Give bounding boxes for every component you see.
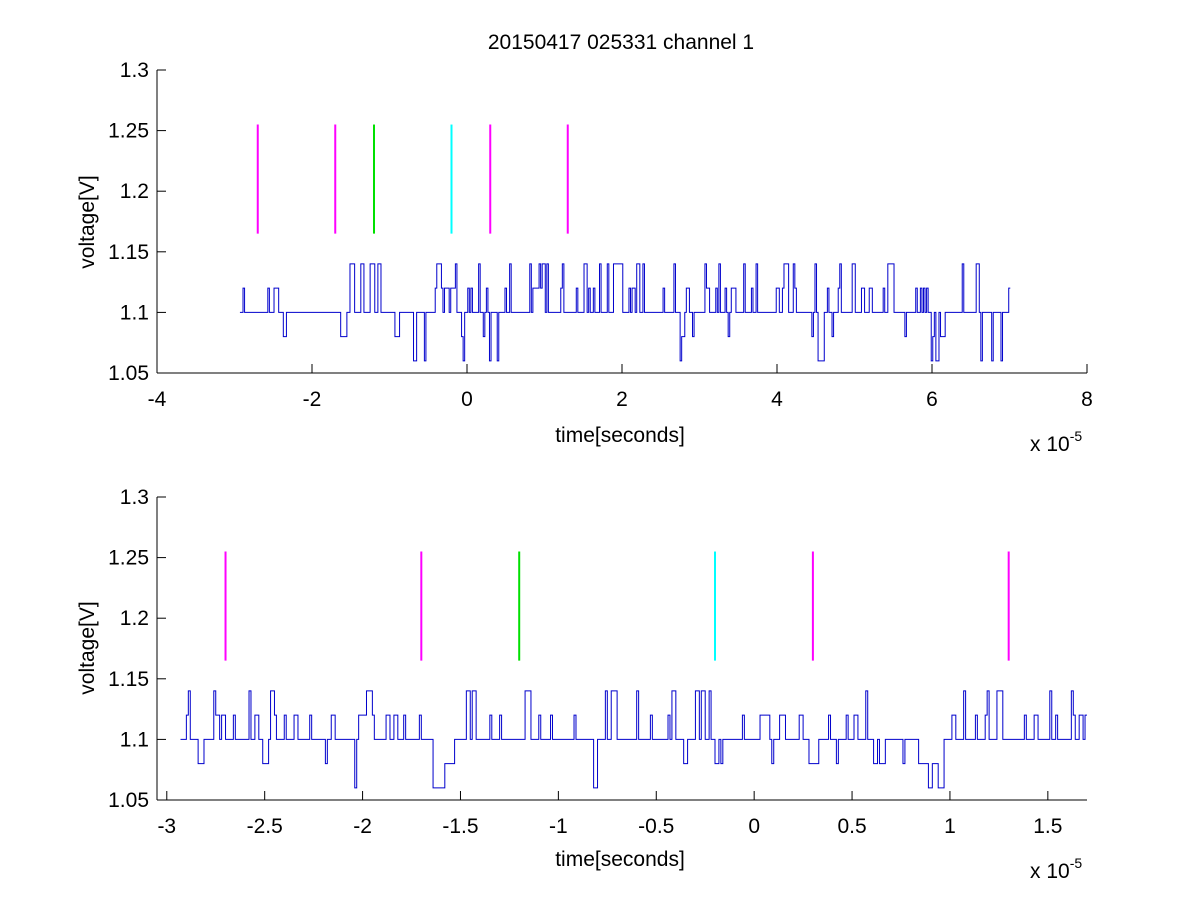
bottom-x-tick-label: -1 (549, 815, 568, 838)
bottom-y-tick-label: 1.15 (108, 668, 149, 691)
bottom-x-tick-label: 1 (944, 815, 956, 838)
top-xlabel: time[seconds] (555, 424, 685, 447)
bottom-axes-layer: -3 -2.5 -2 -1.5 -1 -0.5 0 0.5 1 1.5 1.05 1.1 1.15 1.2… (108, 486, 1087, 838)
top-y-tick-label: 1.1 (120, 301, 149, 324)
top-x-tick-label: 6 (926, 388, 938, 411)
top-ylabel: voltage[V] (76, 175, 99, 268)
bottom-x-exponent-base: x 10 (1030, 860, 1070, 883)
top-axes-layer: -4 -2 0 2 4 6 8 1.05 1.1 1.15 1.2 1.25 1.3 (108, 59, 1093, 411)
bottom-signal-layer (180, 690, 1087, 789)
top-x-exponent: x 10-5 (1030, 428, 1082, 456)
bottom-x-tick-label: -2.5 (247, 815, 283, 838)
top-y-tick-label: 1.2 (120, 180, 149, 203)
top-x-exponent-power: -5 (1070, 428, 1083, 444)
bottom-x-tick-label: 0.5 (837, 815, 866, 838)
top-x-tick-label: -2 (303, 388, 322, 411)
bottom-x-exponent-power: -5 (1070, 855, 1083, 871)
bottom-y-tick-label: 1.25 (108, 547, 149, 570)
bottom-x-tick-label: 1.5 (1033, 815, 1062, 838)
top-signal-trace (239, 263, 1011, 362)
bottom-x-tick-label: 0 (748, 815, 760, 838)
top-x-tick-label: -4 (148, 388, 167, 411)
top-marker-layer (256, 124, 569, 234)
bottom-y-tick-label: 1.3 (120, 486, 149, 509)
bottom-x-tick-label: -2 (353, 815, 372, 838)
top-x-tick-label: 2 (616, 388, 628, 411)
top-x-tick-label: 8 (1081, 388, 1093, 411)
top-y-tick-label: 1.25 (108, 120, 149, 143)
bottom-y-tick-label: 1.05 (108, 789, 149, 812)
top-x-exponent-base: x 10 (1030, 433, 1070, 456)
bottom-x-tick-label: -3 (157, 815, 176, 838)
top-signal-layer (239, 263, 1011, 362)
bottom-marker-layer (224, 551, 1010, 661)
bottom-xlabel: time[seconds] (555, 848, 685, 871)
top-x-tick-label: 4 (771, 388, 783, 411)
subplot-bottom: -3 -2.5 -2 -1.5 -1 -0.5 0 0.5 1 1.5 1.05 1.1 1.15 1.2… (76, 486, 1087, 883)
bottom-y-tick-label: 1.1 (120, 728, 149, 751)
bottom-signal-trace (180, 690, 1087, 789)
bottom-x-exponent: x 10-5 (1030, 855, 1082, 883)
bottom-y-tick-label: 1.2 (120, 607, 149, 630)
top-y-tick-label: 1.3 (120, 59, 149, 82)
top-y-tick-label: 1.15 (108, 241, 149, 264)
figure-title: 20150417 025331 channel 1 (488, 31, 754, 54)
top-y-tick-label: 1.05 (108, 362, 149, 385)
top-x-tick-label: 0 (461, 388, 473, 411)
bottom-x-tick-label: -1.5 (442, 815, 478, 838)
subplot-top: -4 -2 0 2 4 6 8 1.05 1.1 1.15 1.2 1.25 1.3 time[seco… (76, 59, 1093, 456)
bottom-ylabel: voltage[V] (76, 601, 99, 694)
bottom-x-tick-label: -0.5 (638, 815, 674, 838)
